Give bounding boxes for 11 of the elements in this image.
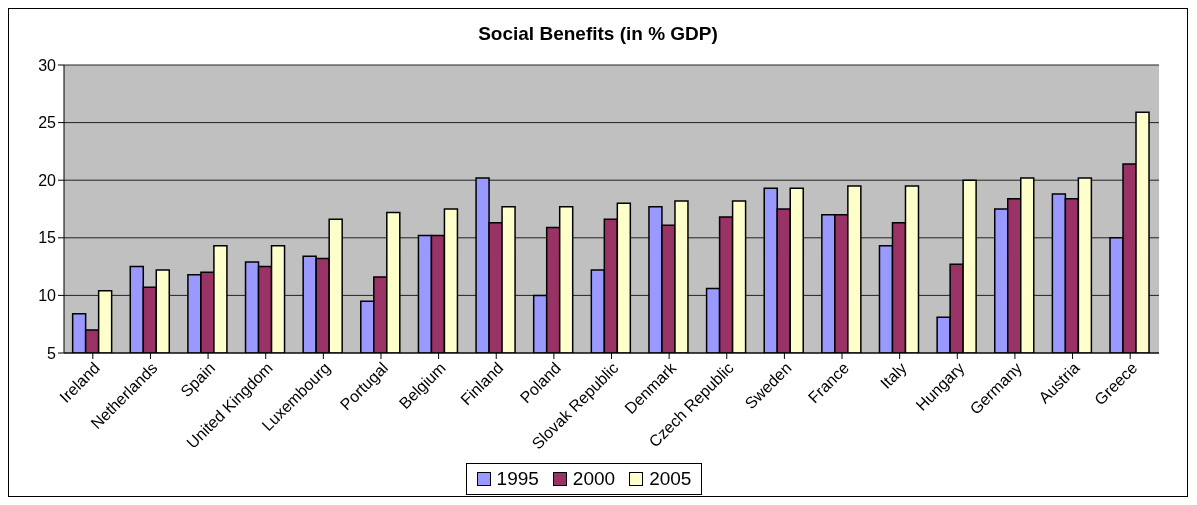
chart-title: Social Benefits (in % GDP) [477,22,719,46]
y-tick-label: 5 [47,344,57,362]
legend-label: 2005 [649,468,692,490]
y-tick-label: 10 [38,287,57,305]
y-tick-label: 20 [38,171,57,189]
x-tick-label: Italy [877,359,910,392]
legend-label: 2000 [572,468,616,490]
y-tick-label: 25 [38,114,57,132]
y-tick-label: 30 [38,56,57,74]
legend-label: 1995 [496,468,539,490]
y-tick-label: 15 [38,229,57,247]
